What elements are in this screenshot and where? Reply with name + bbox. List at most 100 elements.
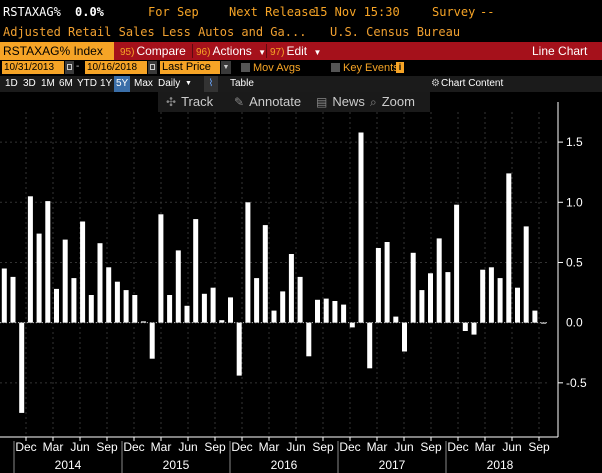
- chart-type-label[interactable]: Line Chart: [532, 44, 588, 58]
- bar: [375, 248, 381, 323]
- period-6m[interactable]: 6M: [59, 78, 73, 89]
- chart-content-gear-icon[interactable]: ⚙: [431, 78, 440, 89]
- bar: [384, 242, 390, 323]
- bar: [158, 214, 164, 323]
- last-value-label: 0.0: [566, 316, 583, 330]
- bar: [402, 322, 407, 352]
- bar: [393, 316, 399, 323]
- start-date-input[interactable]: 10/31/2013: [2, 61, 64, 74]
- x-tick-label: Sep: [204, 440, 226, 454]
- bar: [27, 196, 33, 323]
- x-tick-label: Mar: [43, 440, 64, 454]
- frequency-select[interactable]: Daily: [158, 78, 181, 89]
- bar: [254, 278, 260, 323]
- zoom-label: Zoom: [381, 94, 415, 109]
- period-3d[interactable]: 3D: [23, 78, 36, 89]
- annotate-label: Annotate: [249, 94, 302, 109]
- period-max[interactable]: Max: [134, 78, 153, 89]
- bar: [428, 273, 433, 323]
- actions-button[interactable]: 96) Actions ▼: [196, 42, 266, 60]
- bar: [515, 287, 520, 323]
- x-tick-label: Sep: [528, 440, 550, 454]
- zoom-button[interactable]: ⌕ Zoom: [370, 92, 415, 112]
- key-events-checkbox[interactable]: [331, 63, 340, 72]
- ticker-symbol: RSTAXAG%: [3, 5, 61, 19]
- bar: [201, 293, 207, 323]
- bar: [167, 295, 173, 323]
- bar: [149, 322, 155, 359]
- description-row: Adjusted Retail Sales Less Autos and Ga.…: [0, 24, 602, 42]
- bar: [288, 254, 294, 323]
- info-icon[interactable]: i: [396, 62, 404, 73]
- security-description: Adjusted Retail Sales Less Autos and Ga.…: [3, 25, 307, 39]
- menu-divider: [192, 44, 193, 58]
- x-tick-label: Mar: [475, 440, 496, 454]
- period-1d[interactable]: 1D: [5, 78, 18, 89]
- compare-button[interactable]: 95) Compare: [120, 42, 186, 60]
- compare-number: 95): [120, 47, 135, 58]
- annotate-button[interactable]: ✎ Annotate: [234, 92, 301, 112]
- magnifier-icon: ⌕: [370, 95, 377, 109]
- x-tick-label: Sep: [312, 440, 334, 454]
- security-header: RSTAXAG% 0.0% For Sep Next Release 15 No…: [0, 0, 602, 24]
- bar: [80, 221, 86, 323]
- period-toolbar: 1D 3D 1M 6M YTD 1Y 5Y Max Daily ▼ ⌇ Tabl…: [0, 76, 602, 92]
- field-select[interactable]: Last Price: [160, 61, 220, 74]
- edit-number: 97): [270, 47, 285, 58]
- range-dash: -: [76, 61, 80, 72]
- chevron-down-icon[interactable]: ▼: [185, 80, 192, 87]
- bar: [1, 268, 7, 323]
- for-label: For: [148, 5, 170, 19]
- bar: [141, 321, 146, 323]
- bar: [419, 290, 425, 323]
- survey-label: Survey: [432, 5, 476, 19]
- bar: [445, 272, 451, 323]
- chevron-down-icon: ▼: [313, 48, 322, 57]
- calendar-icon[interactable]: [148, 61, 157, 74]
- calendar-icon[interactable]: [65, 61, 74, 74]
- y-tick-label: 0.5: [566, 255, 583, 269]
- end-date-input[interactable]: 10/16/2018: [85, 61, 147, 74]
- x-tick-label: Dec: [339, 440, 360, 454]
- last-value: 0.0%: [75, 5, 104, 19]
- x-tick-label: Dec: [231, 440, 252, 454]
- survey-value: --: [480, 5, 495, 19]
- news-button[interactable]: ▤ News: [316, 92, 365, 112]
- year-label: 2014: [55, 458, 82, 472]
- bar: [62, 239, 68, 323]
- x-tick-label: Sep: [420, 440, 442, 454]
- table-button[interactable]: Table: [230, 78, 254, 89]
- last-value-box: [560, 315, 590, 330]
- bar: [410, 252, 416, 323]
- period-5y[interactable]: 5Y: [114, 76, 131, 92]
- x-tick-label: Sep: [96, 440, 118, 454]
- bar: [106, 267, 112, 323]
- bar: [123, 290, 129, 323]
- bar: [184, 305, 190, 323]
- chart-content-button[interactable]: Chart Content: [441, 78, 504, 89]
- line-chart-icon[interactable]: ⌇: [204, 76, 218, 92]
- period-1y[interactable]: 1Y: [100, 78, 113, 89]
- bar: [271, 310, 277, 323]
- x-tick-label: Jun: [502, 440, 521, 454]
- period-ytd[interactable]: YTD: [77, 78, 97, 89]
- bar: [341, 304, 347, 323]
- bar: [488, 267, 494, 323]
- bar: [88, 295, 94, 323]
- data-source: U.S. Census Bureau: [330, 25, 461, 39]
- year-label: 2015: [163, 458, 190, 472]
- menu-bar: RSTAXAG% Index 95) Compare 96) Actions ▼ 9…: [0, 42, 602, 60]
- news-label: News: [332, 94, 365, 109]
- mov-avgs-checkbox[interactable]: [241, 63, 250, 72]
- bar: [45, 201, 51, 323]
- chevron-down-icon[interactable]: ▼: [221, 61, 231, 74]
- edit-button[interactable]: 97) Edit ▼: [270, 42, 321, 60]
- track-button[interactable]: ✣ Track: [166, 92, 213, 112]
- year-label: 2017: [379, 458, 406, 472]
- bar: [97, 243, 103, 323]
- bar-chart[interactable]: 1.5 1.0 0.5 -0.5 0.0 Dec Mar Jun Sep Dec Mar Jun Sep…: [0, 92, 602, 473]
- period-1m[interactable]: 1M: [41, 78, 55, 89]
- news-icon: ▤: [316, 95, 328, 109]
- security-input[interactable]: RSTAXAG% Index: [0, 42, 114, 60]
- bar: [175, 250, 181, 323]
